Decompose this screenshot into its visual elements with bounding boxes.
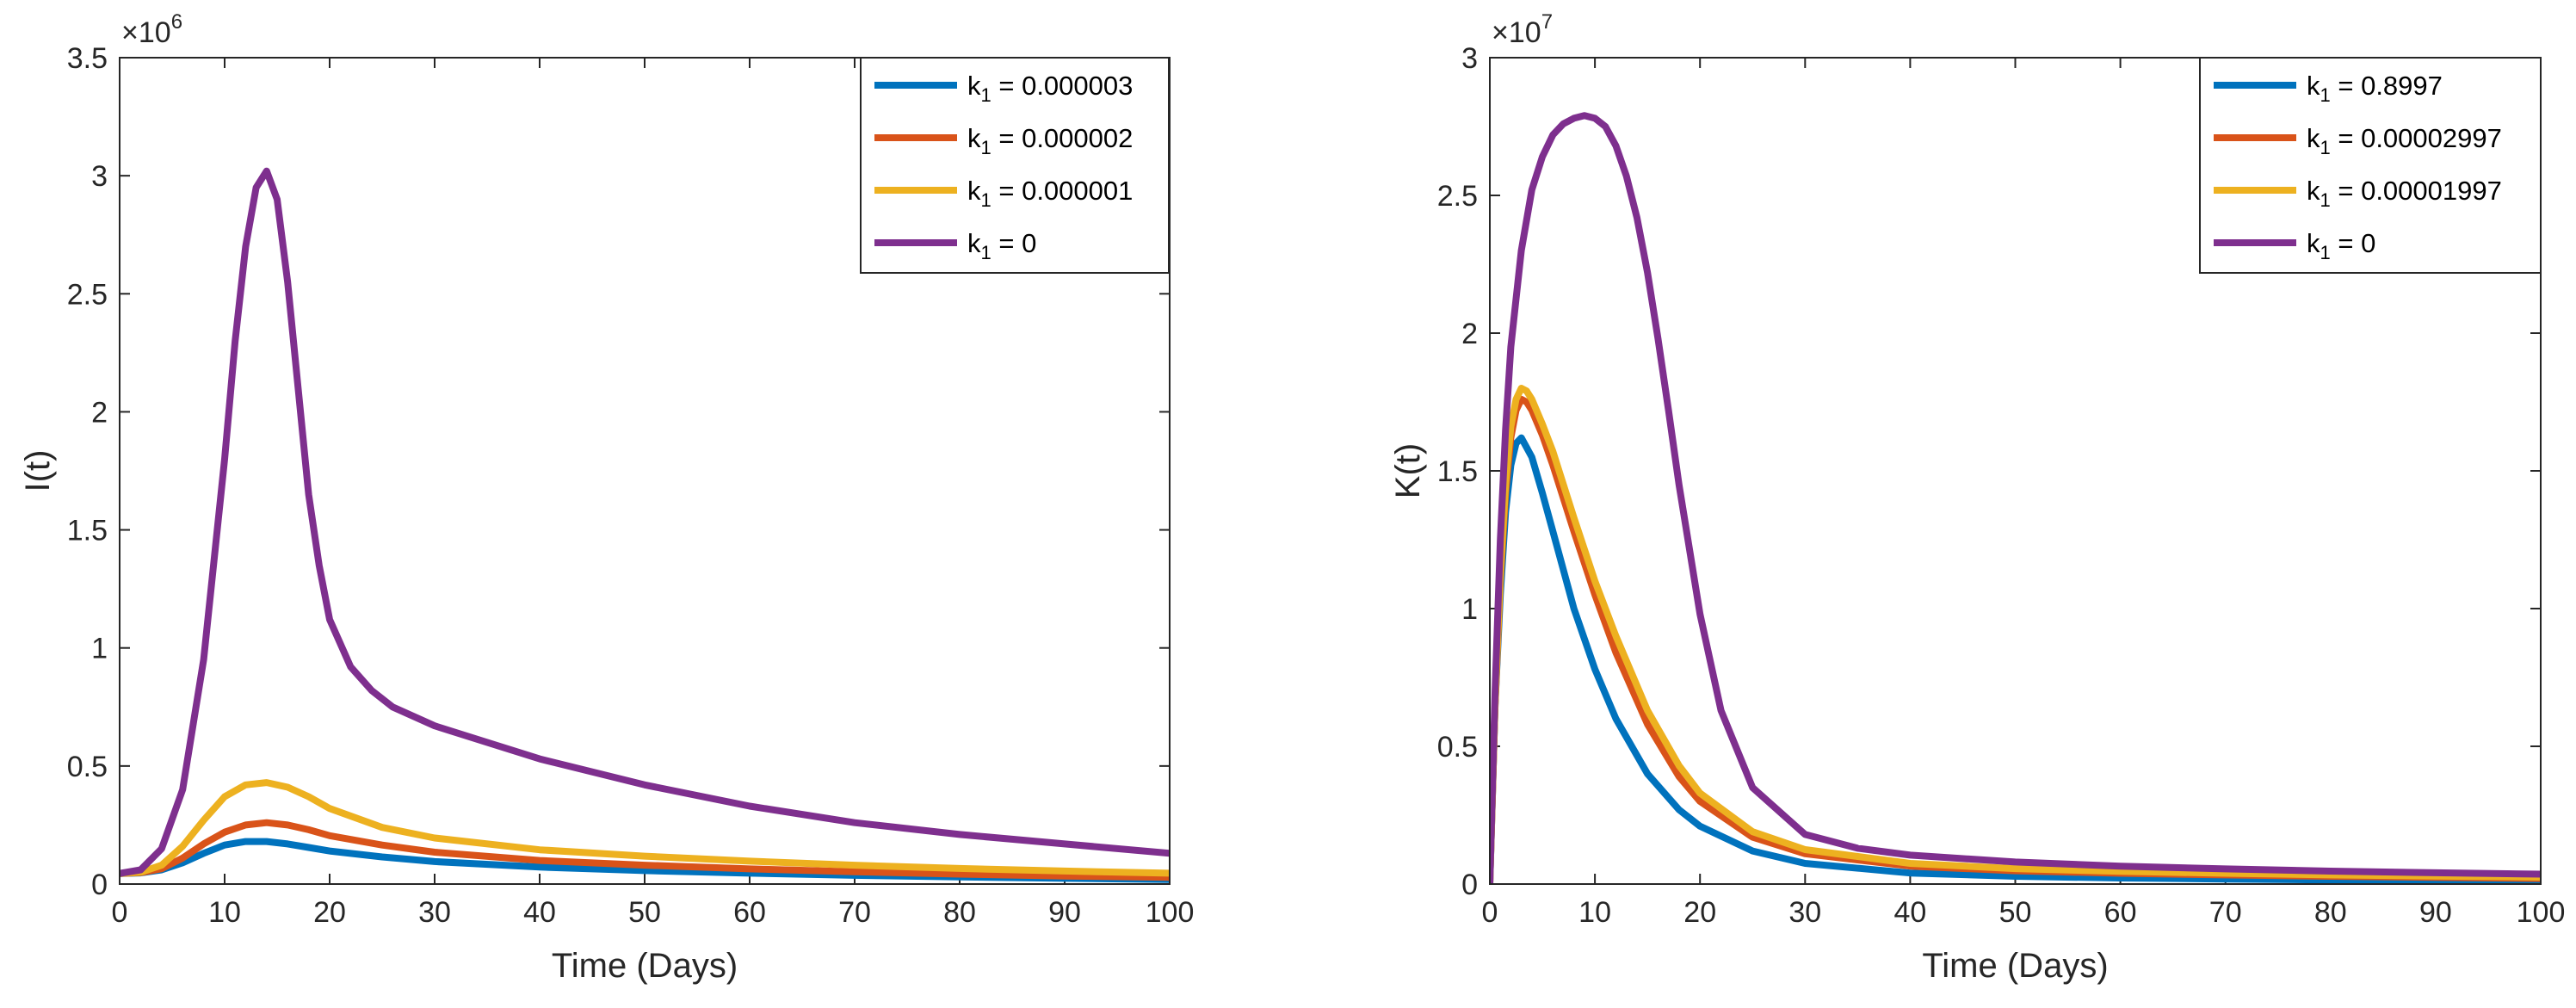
x-tick-label: 90 (1048, 896, 1081, 929)
x-axis-label: Time (Days) (1922, 947, 2108, 985)
legend-symbol: k (2307, 176, 2320, 206)
legend-subscript: 1 (981, 84, 991, 106)
y-exponent-base: ×10 (121, 16, 171, 49)
y-tick-label: 3 (91, 160, 108, 193)
series-line-1 (120, 819, 1170, 881)
legend-value: = 0.00001997 (2331, 176, 2502, 206)
y-tick-label: 3 (1461, 42, 1478, 75)
legend-entry: k1 = 0.00001997 (2307, 176, 2502, 211)
legend-value: = 0.00002997 (2331, 123, 2502, 153)
legend-entry: k1 = 0.000003 (967, 71, 1133, 106)
x-tick-label: 60 (2104, 896, 2137, 929)
legend-value: = 0.000002 (991, 123, 1134, 153)
x-tick-label: 70 (2209, 896, 2242, 929)
legend-symbol: k (2307, 123, 2320, 153)
x-tick-label: 50 (1999, 896, 2032, 929)
y-exponent-base: ×10 (1492, 16, 1541, 49)
y-exponent-power: 7 (1541, 10, 1553, 34)
legend-value: = 0.8997 (2331, 71, 2443, 101)
chart-infected: 0 10 20 30 40 50 60 70 80 90 100 0 0.5 1 1.5 2 2.5 3 3.5 ×1… (19, 10, 1194, 985)
x-tick-label: 10 (208, 896, 241, 929)
y-axis-label: I(t) (19, 450, 57, 492)
x-tick-label: 20 (1683, 896, 1716, 929)
x-tick-label: 80 (943, 896, 976, 929)
y-tick-label: 0 (91, 869, 108, 901)
legend-value: = 0 (991, 228, 1037, 258)
legend-symbol: k (2307, 71, 2320, 101)
x-tick-label: 0 (112, 896, 128, 929)
x-tick-label: 0 (1482, 896, 1498, 929)
y-tick-label: 1.5 (1437, 455, 1478, 488)
legend-value: = 0 (2331, 228, 2376, 258)
x-tick-label: 60 (733, 896, 766, 929)
x-tick-label: 40 (1893, 896, 1926, 929)
y-axis-label: K(t) (1389, 443, 1427, 498)
series-line-2 (1490, 385, 2541, 884)
legend-entry: k1 = 0 (967, 228, 1036, 263)
x-tick-label: 50 (628, 896, 661, 929)
x-tick-label: 40 (523, 896, 556, 929)
y-exponent-power: 6 (171, 10, 182, 34)
legend-symbol: k (967, 123, 981, 153)
legend-symbol: k (967, 176, 981, 206)
y-tick-label: 0 (1461, 869, 1478, 901)
y-tick-label: 0.5 (1437, 731, 1478, 764)
y-tick-label: 0.5 (67, 751, 108, 783)
x-tick-label: 30 (418, 896, 451, 929)
series-line-3 (1490, 112, 2541, 884)
y-exponent-label: ×106 (121, 10, 182, 49)
y-tick-label: 2.5 (67, 278, 108, 311)
legend-value: = 0.000003 (991, 71, 1134, 101)
x-tick-label: 30 (1788, 896, 1821, 929)
legend-subscript: 1 (981, 242, 991, 263)
x-tick-label: 80 (2314, 896, 2347, 929)
legend-subscript: 1 (2320, 242, 2331, 263)
series-line-3 (120, 167, 1170, 877)
x-axis-label: Time (Days) (552, 947, 738, 985)
y-tick-label: 2 (1461, 318, 1478, 350)
legend-symbol: k (967, 228, 981, 258)
y-exponent-label: ×107 (1492, 10, 1553, 49)
series-line-0 (120, 838, 1170, 883)
y-tick-label: 1 (91, 633, 108, 665)
legend-entry: k1 = 0.8997 (2307, 71, 2443, 106)
legend-entry: k1 = 0.000002 (967, 123, 1133, 158)
legend-entry: k1 = 0.000001 (967, 176, 1133, 211)
legend-entry: k1 = 0.00002997 (2307, 123, 2502, 158)
legend-box (2199, 57, 2542, 274)
legend-subscript: 1 (981, 189, 991, 211)
y-tick-label: 2.5 (1437, 180, 1478, 213)
legend-subscript: 1 (2320, 189, 2331, 211)
x-tick-label: 20 (313, 896, 346, 929)
axes-box (1489, 57, 2542, 885)
legend-symbol: k (2307, 228, 2320, 258)
legend-subscript: 1 (2320, 137, 2331, 158)
legend-subscript: 1 (2320, 84, 2331, 106)
series-line-2 (120, 779, 1170, 877)
y-tick-label: 1 (1461, 593, 1478, 626)
legend-value: = 0.000001 (991, 176, 1134, 206)
y-tick-label: 2 (91, 396, 108, 429)
x-tick-label: 70 (838, 896, 871, 929)
x-tick-label: 100 (2517, 896, 2566, 929)
legend-subscript: 1 (981, 137, 991, 158)
legend-entry: k1 = 0 (2307, 228, 2375, 263)
x-tick-label: 100 (1146, 896, 1195, 929)
x-tick-label: 90 (2419, 896, 2452, 929)
axes-box (119, 57, 1171, 885)
legend-box (860, 57, 1170, 274)
y-tick-label: 1.5 (67, 515, 108, 547)
x-tick-label: 10 (1578, 896, 1611, 929)
chart-k: 0 10 20 30 40 50 60 70 80 90 100 0 0.5 1 1.5 2 2.5 3 ×107 T… (1389, 10, 2565, 985)
y-tick-label: 3.5 (67, 42, 108, 75)
legend-symbol: k (967, 71, 981, 101)
